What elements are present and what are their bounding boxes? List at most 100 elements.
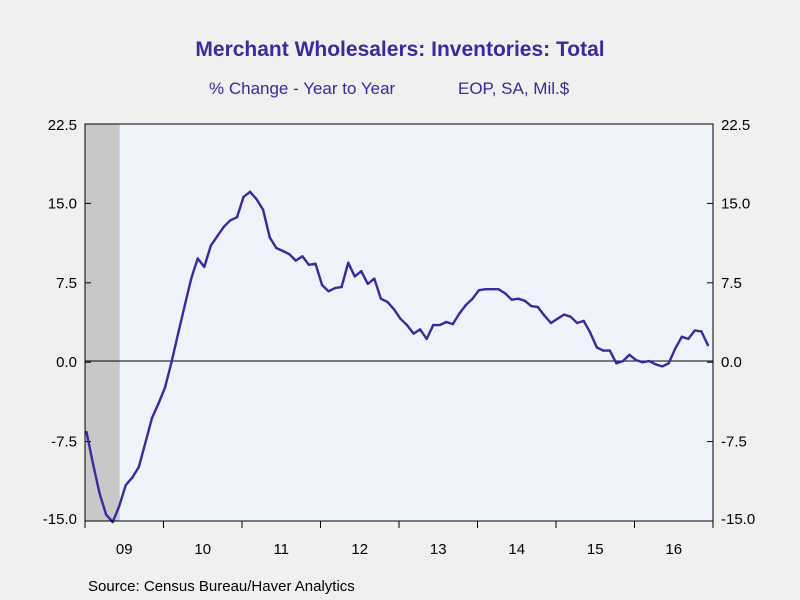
data-point: [504, 292, 507, 295]
data-point: [687, 337, 690, 341]
data-point: [667, 362, 670, 365]
data-point: [484, 288, 487, 291]
data-point: [536, 305, 540, 309]
data-point: [229, 219, 232, 222]
data-point: [288, 253, 291, 256]
data-point: [248, 190, 252, 193]
x-tick-label: 12: [351, 541, 368, 558]
data-point: [634, 358, 638, 362]
data-point: [268, 236, 271, 239]
y-tick-label-right: -15.0: [721, 511, 755, 528]
subtitle-units: EOP, SA, Mil.$: [458, 79, 570, 98]
data-point: [582, 319, 585, 323]
data-point: [85, 430, 88, 434]
data-point: [170, 361, 173, 364]
y-tick-label-right: 0.0: [721, 354, 742, 371]
data-point: [392, 308, 396, 311]
data-point: [471, 297, 474, 300]
data-point: [294, 259, 297, 262]
data-point: [91, 462, 95, 465]
data-point: [118, 505, 121, 508]
data-point: [360, 270, 363, 273]
data-point: [196, 257, 199, 260]
chart-title: Merchant Wholesalers: Inventories: Total: [195, 38, 605, 61]
data-point: [477, 289, 481, 292]
y-tick-label-right: 15.0: [721, 195, 750, 212]
data-point: [347, 261, 350, 264]
data-point: [575, 321, 579, 325]
data-point: [621, 359, 625, 363]
data-point: [418, 328, 422, 331]
data-point: [144, 441, 147, 444]
data-point: [131, 476, 134, 479]
data-point: [281, 249, 284, 253]
x-tick-label: 14: [508, 541, 525, 558]
data-point: [137, 465, 140, 469]
plot-frame: [84, 123, 714, 522]
data-point: [320, 283, 324, 287]
data-point: [405, 323, 409, 327]
data-point: [261, 208, 265, 211]
data-point: [543, 314, 546, 317]
data-point: [379, 297, 383, 300]
data-point: [693, 329, 697, 332]
data-point: [176, 332, 180, 335]
data-point: [412, 332, 415, 335]
data-point: [399, 317, 402, 320]
data-point: [255, 198, 258, 201]
data-point: [242, 195, 245, 199]
x-tick-label: 13: [430, 541, 447, 558]
data-point: [458, 312, 461, 315]
data-point: [451, 322, 454, 326]
data-point: [628, 353, 631, 356]
data-point: [98, 492, 101, 495]
data-point: [556, 317, 559, 320]
data-point: [562, 313, 566, 316]
data-point: [700, 330, 703, 333]
data-point: [490, 288, 494, 291]
data-point: [608, 349, 611, 352]
x-tick-label: 11: [273, 541, 289, 558]
data-point: [674, 347, 677, 350]
source-note: Source: Census Bureau/Haver Analytics: [88, 578, 355, 595]
y-tick-label-left: 0.0: [56, 354, 77, 371]
data-point: [432, 323, 435, 327]
data-point: [589, 331, 592, 334]
data-point: [661, 365, 664, 368]
data-point: [163, 386, 167, 389]
y-tick-label-left: 22.5: [48, 117, 77, 134]
x-tick-label: 16: [665, 541, 682, 558]
data-point: [510, 298, 513, 301]
data-point: [615, 362, 618, 365]
y-tick-label-left: -7.5: [51, 434, 77, 451]
data-point: [425, 337, 428, 341]
data-point: [307, 263, 311, 266]
data-point: [157, 402, 160, 405]
y-tick-label-left: 15.0: [48, 195, 77, 212]
data-point: [104, 513, 108, 516]
data-point: [373, 277, 376, 280]
data-point: [438, 323, 441, 327]
data-point: [641, 361, 644, 364]
data-point: [523, 299, 526, 302]
data-point: [366, 282, 369, 286]
data-point: [203, 265, 206, 269]
data-point: [333, 286, 337, 290]
data-point: [602, 349, 605, 352]
data-point: [647, 359, 651, 363]
y-tick-label-right: 22.5: [721, 117, 750, 134]
data-point: [517, 297, 520, 300]
data-point: [235, 216, 239, 219]
data-point: [680, 335, 683, 338]
data-point: [445, 320, 448, 324]
data-point: [569, 315, 572, 318]
data-point: [150, 417, 154, 420]
data-point: [190, 277, 193, 280]
subtitle-measure: % Change - Year to Year: [209, 79, 396, 98]
data-point: [209, 244, 212, 247]
recession-shading: [85, 124, 120, 521]
data-point: [654, 363, 657, 366]
y-tick-label-left: -15.0: [43, 511, 77, 528]
data-point: [464, 303, 468, 307]
data-point: [327, 290, 330, 293]
